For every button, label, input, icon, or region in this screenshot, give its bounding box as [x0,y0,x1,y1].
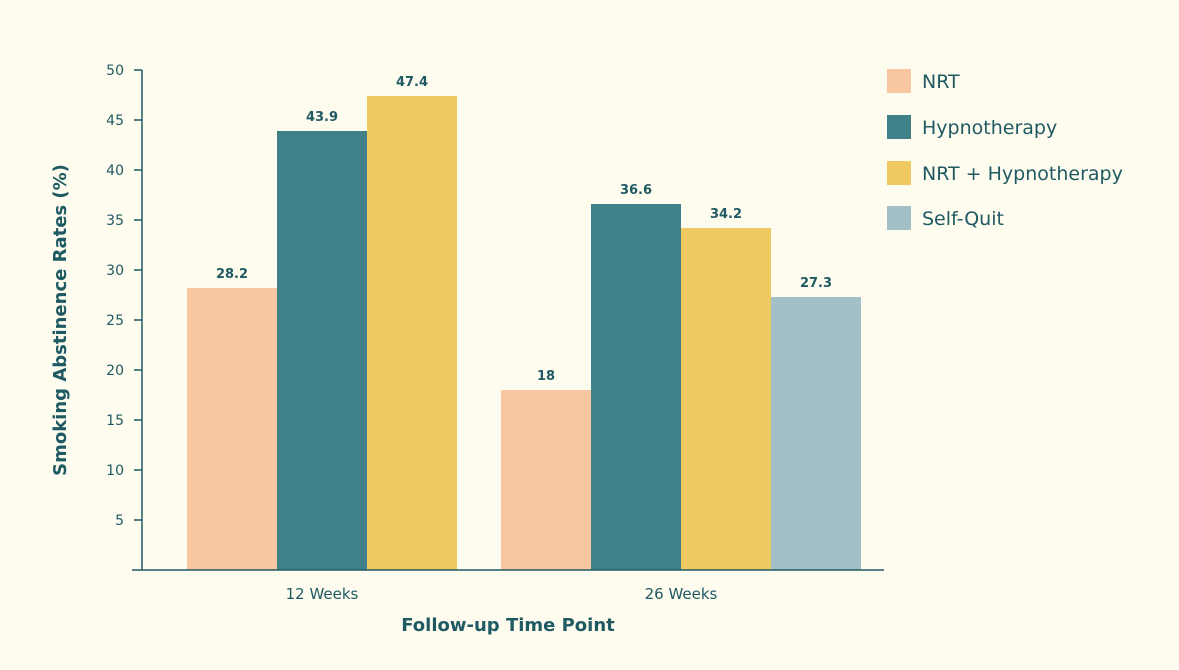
bar-nrt-hypnotherapy-12-weeks [367,96,457,570]
data-label: 27.3 [800,276,832,291]
bar-nrt-26-weeks [501,390,591,570]
data-label: 34.2 [710,207,742,222]
bar-self-quit-26-weeks [771,297,861,570]
legend-swatch [887,161,911,185]
bar-nrt-hypnotherapy-26-weeks [681,228,771,570]
data-label: 18 [537,369,555,384]
legend-swatch [887,69,911,93]
bar-nrt-12-weeks [187,288,277,570]
x-tick-label: 12 Weeks [286,585,359,603]
x-axis-title: Follow-up Time Point [401,615,615,636]
data-label: 28.2 [216,267,248,282]
y-tick-label: 45 [106,113,124,129]
data-label: 36.6 [620,183,652,198]
legend-label: NRT + Hypnotherapy [922,163,1123,185]
x-tick-label: 26 Weeks [645,585,718,603]
bar-hypnotherapy-12-weeks [277,131,367,570]
bar-hypnotherapy-26-weeks [591,204,681,570]
x-axis: 12 Weeks 26 Weeks [132,569,884,603]
y-axis-title: Smoking Abstinence Rates (%) [50,164,71,476]
legend-label: Self-Quit [922,208,1004,230]
y-tick-label: 25 [106,313,124,329]
legend-label: Hypnotherapy [922,117,1057,139]
y-tick-label: 30 [106,263,124,279]
legend-swatch [887,206,911,230]
data-labels-group: 28.2 43.9 47.4 18 36.6 34.2 27.3 [216,75,832,384]
y-tick-label: 5 [115,513,124,529]
legend: NRT Hypnotherapy NRT + Hypnotherapy Self-Qu… [887,69,1123,230]
data-label: 43.9 [306,110,338,125]
y-tick-label: 15 [106,413,124,429]
y-tick-label: 50 [106,63,124,79]
y-axis: 5 10 15 20 25 30 35 40 45 50 [106,63,143,570]
y-tick-label: 35 [106,213,124,229]
bars-group [187,96,861,570]
y-tick-label: 10 [106,463,124,479]
legend-label: NRT [922,71,960,93]
data-label: 47.4 [396,75,428,90]
y-tick-label: 40 [106,163,124,179]
y-tick-label: 20 [106,363,124,379]
legend-swatch [887,115,911,139]
